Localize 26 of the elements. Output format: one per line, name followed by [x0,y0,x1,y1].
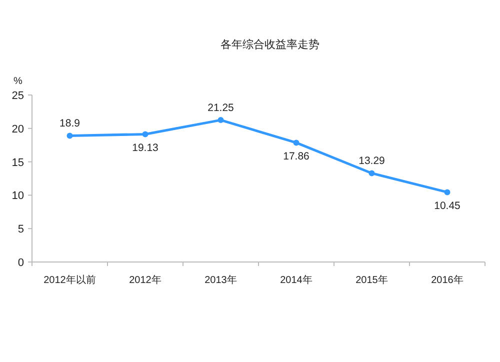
point [142,131,148,138]
y-tick-label: 25 [12,90,24,102]
y-tick-label: 10 [12,190,24,202]
y-tick-label: 20 [12,123,24,136]
point [368,170,375,176]
chart-title: 各年综合收益率走势 [220,38,320,51]
x-tick-label: 2015年 [356,274,388,286]
data-label: 13.29 [358,155,386,168]
data-label: 17.86 [283,150,310,163]
data-label: 21.25 [208,102,234,114]
point [444,189,450,196]
point [293,140,300,146]
y-axis-title: % [14,76,23,87]
x-tick-label: 2013年 [204,274,237,286]
x-tick-label: 2014年 [280,274,312,286]
data-label: 18.9 [60,118,80,130]
point [66,132,73,139]
y-tick-label: 0 [18,257,24,269]
y-tick-label: 15 [12,156,24,169]
data-label: 10.45 [434,200,461,212]
x-tick-label: 2016年 [431,274,464,286]
x-tick-label: 2012年以前 [44,274,96,286]
x-tick-label: 2012年 [129,274,162,286]
y-tick-label: 5 [18,224,24,236]
point [218,117,224,124]
data-label: 19.13 [132,142,159,154]
